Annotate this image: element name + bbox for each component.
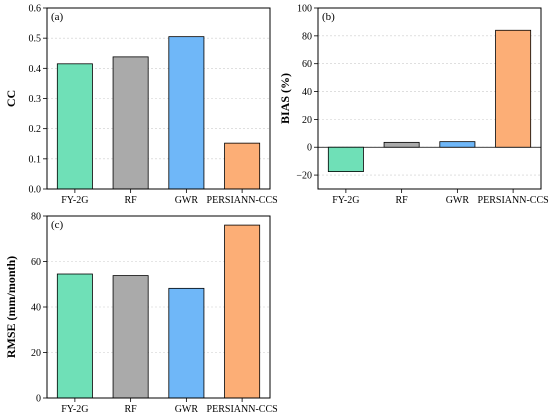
y-axis-title: CC <box>4 90 18 107</box>
y-tick-label: 40 <box>302 87 312 98</box>
y-tick-label: 80 <box>302 31 312 42</box>
x-tick-label-gwr: GWR <box>175 404 199 415</box>
bar-persiann-ccs <box>224 224 261 399</box>
bar-rf <box>383 141 420 148</box>
panel-a: 0.0 0.1 0.2 0.3 0.4 0.5 0.6 FY-2G RF GWR PERSIANN-… <box>4 4 278 207</box>
panel-b: −20 0 20 40 60 80 100 FY-2G RF GWR PERSIANN-CCS BIA… <box>278 4 549 207</box>
y-tick-label: 0.1 <box>29 154 42 165</box>
y-tick-label: 0.2 <box>29 124 42 135</box>
x-tick-label-gwr: GWR <box>175 195 199 206</box>
bar-persiann-ccs <box>224 142 261 190</box>
x-tick-label-fy-2g: FY-2G <box>61 195 88 206</box>
x-tick-label-persiann-ccs: PERSIANN-CCS <box>207 195 278 206</box>
y-axis-title: RMSE (mm/month) <box>4 256 18 358</box>
panel-label: (a) <box>51 11 64 23</box>
bar-gwr <box>439 141 476 148</box>
y-tick-label: 20 <box>302 115 312 126</box>
bar-fy-2g <box>56 273 93 399</box>
x-tick-label-fy-2g: FY-2G <box>61 404 88 415</box>
y-tick-label: −20 <box>296 171 312 182</box>
bar-gwr <box>168 36 205 190</box>
y-axis-title: BIAS (%) <box>278 73 292 124</box>
y-tick-label: 0.3 <box>29 94 42 105</box>
y-tick-label: 40 <box>31 303 41 314</box>
y-tick-label: 0.6 <box>29 4 42 15</box>
x-tick-label-persiann-ccs: PERSIANN-CCS <box>478 195 549 206</box>
x-tick-label-rf: RF <box>125 404 138 415</box>
bar-rf <box>112 275 149 399</box>
x-tick-label-fy-2g: FY-2G <box>332 195 359 206</box>
plot-frame <box>317 7 542 190</box>
y-tick-label: 0.5 <box>29 34 42 45</box>
bar-persiann-ccs <box>495 29 532 148</box>
y-tick-label: 0 <box>307 143 312 154</box>
y-tick-label: 100 <box>297 4 312 15</box>
y-tick-label: 20 <box>31 348 41 359</box>
x-tick-label-rf: RF <box>125 195 138 206</box>
bar-fy-2g <box>327 146 364 172</box>
x-tick-label-rf: RF <box>396 195 409 206</box>
y-tick-label: 80 <box>31 212 41 223</box>
y-tick-label: 0 <box>36 394 41 405</box>
y-tick-label: 0.4 <box>29 64 42 75</box>
bar-rf <box>112 56 149 190</box>
y-tick-label: 0.0 <box>29 185 42 196</box>
panel-c: 0 20 40 60 80 FY-2G RF GWR PERSIANN-CCS RMSE (mm/… <box>4 212 278 416</box>
bar-gwr <box>168 287 205 399</box>
bar-fy-2g <box>56 63 93 190</box>
x-tick-label-gwr: GWR <box>446 195 470 206</box>
y-tick-label: 60 <box>302 59 312 70</box>
x-tick-label-persiann-ccs: PERSIANN-CCS <box>207 404 278 415</box>
panel-label: (c) <box>51 219 64 231</box>
panel-label: (b) <box>322 11 335 23</box>
y-tick-label: 60 <box>31 257 41 268</box>
